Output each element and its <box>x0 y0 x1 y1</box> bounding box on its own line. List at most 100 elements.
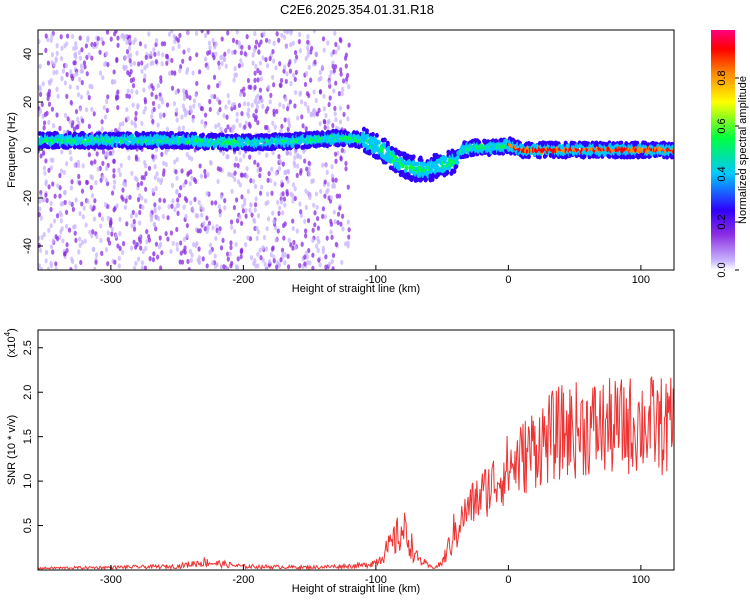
spectrogram-cell <box>143 159 147 166</box>
spectrogram-cell <box>338 205 342 211</box>
spectrogram-cell <box>200 212 204 218</box>
spectrogram-cell <box>244 213 248 219</box>
spectrogram-cell <box>160 151 164 157</box>
spectrogram-cell <box>134 116 138 122</box>
spectrogram-cell <box>138 209 142 216</box>
spectrogram-cell <box>279 128 283 134</box>
spectrogram-cell <box>124 33 128 39</box>
spectrogram-cell <box>112 168 116 174</box>
spectrogram-cell <box>89 160 94 166</box>
spectrogram-cell <box>643 140 648 146</box>
spectrogram-cell <box>51 238 55 244</box>
spectrogram-cell <box>246 188 250 195</box>
spectrogram-cell <box>136 104 140 110</box>
spectrogram-cell <box>245 34 249 40</box>
spectrogram-cell <box>67 131 72 136</box>
spectrogram-cell <box>38 206 42 212</box>
spectrogram-cell <box>229 219 234 225</box>
spectrogram-cell <box>38 131 42 136</box>
spectrogram-cell <box>269 252 273 258</box>
spectrogram-cell <box>70 179 74 185</box>
spectrogram-cell <box>337 91 342 97</box>
spectrogram-cell <box>267 84 271 90</box>
spectrogram-cell <box>105 99 109 105</box>
spectrogram-cell <box>211 37 215 44</box>
spectrogram-cell <box>65 223 69 230</box>
spectrogram-y-axis: -40 -20 0 20 40 <box>22 48 43 254</box>
spectrogram-cell <box>176 37 180 43</box>
spectrogram-cell <box>277 262 282 268</box>
spectrogram-cell <box>59 201 63 207</box>
spectrogram-cell <box>314 191 319 197</box>
spectrogram-cell <box>334 41 338 48</box>
spectrogram-cell <box>300 114 304 120</box>
spectrogram-cell <box>208 242 213 248</box>
spectrogram-cell <box>156 83 160 89</box>
spectrogram-cell <box>329 194 333 201</box>
spectrogram-cell <box>182 182 186 188</box>
spectrogram-cell <box>193 196 197 202</box>
spectrogram-cell <box>39 193 43 199</box>
spectrogram-cell <box>262 234 267 241</box>
spectrogram-cell <box>135 50 139 56</box>
spectrogram-cell <box>332 49 336 55</box>
x-tick-label: -200 <box>232 274 254 286</box>
spectrogram-cell <box>287 237 291 243</box>
spectrogram-cell <box>400 158 405 164</box>
spectrogram-cell <box>252 178 256 184</box>
spectrogram-cell <box>306 48 311 54</box>
spectrogram-cell <box>231 102 235 108</box>
spectrogram-cell <box>278 158 282 164</box>
spectrogram-cell <box>128 58 132 64</box>
spectrogram-cell <box>256 162 260 168</box>
spectrogram-cell <box>145 63 149 69</box>
spectrogram-cell <box>136 182 140 188</box>
spectrogram-cell <box>263 124 268 131</box>
spectrogram-cell <box>304 71 309 77</box>
spectrogram-cell <box>271 49 275 55</box>
spectrogram-cell <box>77 76 82 83</box>
spectrogram-cell <box>326 40 330 46</box>
spectrogram-cell <box>104 246 109 253</box>
spectrogram-cell <box>41 81 45 87</box>
spectrogram-cell <box>268 55 272 62</box>
spectrogram-cell <box>170 30 174 34</box>
spectrogram-cell <box>266 199 270 206</box>
spectrogram-cell <box>213 253 217 259</box>
spectrogram-cell <box>38 263 41 269</box>
spectrogram-cell <box>251 52 255 58</box>
spectrogram-cell <box>218 99 222 105</box>
spectrogram-cell <box>256 77 260 83</box>
spectrogram-cell <box>333 151 338 157</box>
spectrogram-cell <box>281 103 286 110</box>
spectrogram-cell <box>143 265 147 270</box>
spectrogram-cell <box>195 80 199 87</box>
spectrogram-cell <box>224 127 228 134</box>
spectrogram-cell <box>237 102 242 109</box>
spectrogram-cell <box>526 154 531 160</box>
spectrogram-cell <box>332 88 336 94</box>
spectrogram-cell <box>334 80 338 86</box>
spectrogram-cell <box>106 236 110 243</box>
spectrogram-cell <box>38 108 43 114</box>
spectrogram-cell <box>106 94 110 100</box>
spectrogram-cell <box>266 177 270 183</box>
spectrogram-cell <box>98 49 102 55</box>
spectrogram-cell <box>123 204 127 211</box>
spectrogram-cell <box>124 198 128 204</box>
spectrogram-cell <box>282 68 286 74</box>
spectrogram-cell <box>59 55 64 62</box>
spectrogram-cell <box>298 154 303 160</box>
spectrogram-cell <box>38 84 42 90</box>
spectrogram-cell <box>214 51 218 57</box>
spectrogram-cell <box>237 40 241 46</box>
spectrogram-cell <box>341 86 345 92</box>
spectrogram-cell <box>65 33 70 39</box>
spectrogram-cell <box>298 139 303 145</box>
x-tick-label: -300 <box>100 274 122 286</box>
spectrogram-cell <box>258 247 262 253</box>
spectrogram-cell <box>280 210 285 216</box>
spectrogram-cell <box>244 208 248 214</box>
spectrogram-cell <box>120 33 124 39</box>
spectrogram-cell <box>150 91 154 97</box>
